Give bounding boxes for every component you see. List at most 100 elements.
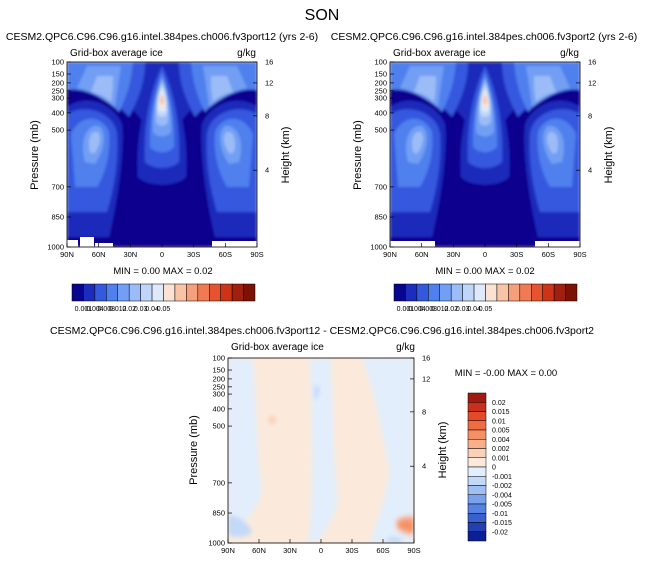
colorbar-swatch bbox=[467, 522, 487, 532]
colorbar-label: 0.05 bbox=[157, 306, 171, 313]
panel-subtitle: CESM2.QPC6.C96.C96.g16.intel.384pes.ch00… bbox=[50, 325, 594, 337]
y-tick-label: 100 bbox=[51, 58, 64, 67]
colorbar-swatch bbox=[462, 283, 475, 302]
colorbar-label: -0.02 bbox=[492, 529, 508, 536]
colorbar-label: 0.04 bbox=[467, 306, 481, 313]
colorbar-swatch bbox=[467, 402, 487, 412]
x-tick-label: 30N bbox=[446, 250, 460, 259]
y-tick-label: 250 bbox=[51, 86, 64, 95]
y-tick-label: 500 bbox=[212, 422, 225, 431]
colorbar-swatch bbox=[467, 429, 487, 440]
colorbar-swatch bbox=[231, 283, 244, 302]
colorbar-label: 0.02 bbox=[444, 306, 458, 313]
colorbar-label: 0.03 bbox=[456, 306, 470, 313]
colorbar-swatch bbox=[519, 283, 532, 302]
variable-label: Grid-box average ice bbox=[70, 48, 163, 59]
colorbar-label: -0.001 bbox=[492, 474, 512, 481]
y2-axis-label: Height (km) bbox=[603, 127, 615, 184]
colorbar-label: -0.015 bbox=[492, 520, 512, 527]
y-tick-label: 150 bbox=[212, 366, 225, 375]
x-tick-label: 0 bbox=[483, 250, 487, 259]
colorbar-label: 0.05 bbox=[479, 306, 493, 313]
y2-tick-label: 8 bbox=[422, 407, 426, 416]
y-tick-label: 300 bbox=[51, 94, 64, 103]
colorbar-swatch bbox=[467, 411, 487, 421]
colorbar-swatch bbox=[508, 283, 521, 302]
y-tick-label: 700 bbox=[51, 182, 64, 191]
colorbar-swatch bbox=[94, 283, 107, 302]
white-gap bbox=[80, 237, 94, 247]
variable-label: Grid-box average ice bbox=[393, 48, 486, 59]
colorbar-swatch bbox=[428, 283, 440, 302]
y-tick-label: 200 bbox=[51, 78, 64, 87]
colorbar-label: 0.005 bbox=[492, 428, 510, 435]
colorbar-swatch bbox=[128, 283, 141, 302]
colorbar-swatch bbox=[467, 513, 487, 523]
x-tick-label: 30S bbox=[345, 546, 358, 555]
colorbar-label: 0.001 bbox=[75, 306, 93, 313]
colorbar-swatch bbox=[450, 283, 463, 302]
stats-text: MIN = 0.00 MAX = 0.02 bbox=[113, 266, 212, 277]
y-tick-label: 250 bbox=[212, 382, 225, 391]
colorbar-label: 0.001 bbox=[492, 455, 510, 462]
colorbar-swatch bbox=[186, 283, 199, 302]
y-tick-label: 100 bbox=[212, 354, 225, 363]
colorbar-swatch bbox=[151, 283, 164, 302]
y-tick-label: 100 bbox=[374, 58, 387, 67]
y-tick-label: 850 bbox=[374, 213, 387, 222]
colorbar-label: 0.001 bbox=[397, 306, 415, 313]
colorbar-swatch bbox=[163, 283, 176, 302]
y-tick-label: 200 bbox=[212, 374, 225, 383]
x-tick-label: 60N bbox=[252, 546, 266, 555]
colorbar-swatch bbox=[405, 283, 418, 302]
colorbar-swatch bbox=[467, 392, 487, 403]
y-tick-label: 700 bbox=[212, 478, 225, 487]
y-tick-label: 850 bbox=[51, 213, 64, 222]
y2-tick-label: 8 bbox=[588, 111, 592, 120]
y2-tick-label: 16 bbox=[588, 58, 596, 67]
colorbar-swatch bbox=[243, 283, 256, 302]
colorbar-swatch bbox=[467, 494, 487, 505]
colorbar-swatch bbox=[553, 283, 566, 302]
colorbar-swatch bbox=[467, 485, 487, 495]
colorbar-label: 0.02 bbox=[492, 400, 506, 407]
colorbar-label: -0.002 bbox=[492, 483, 512, 490]
panel-case2: CESM2.QPC6.C96.C96.g16.intel.384pes.ch00… bbox=[331, 31, 637, 313]
colorbar-swatch bbox=[531, 283, 543, 302]
colorbar-swatch bbox=[174, 283, 187, 302]
y-tick-label: 1000 bbox=[208, 539, 225, 548]
y2-axis-label: Height (km) bbox=[280, 127, 292, 184]
contour-field bbox=[390, 62, 580, 247]
y-tick-label: 150 bbox=[51, 70, 64, 79]
x-tick-label: 30N bbox=[283, 546, 297, 555]
y-tick-label: 500 bbox=[374, 126, 387, 135]
y2-tick-label: 8 bbox=[265, 111, 269, 120]
y-tick-label: 1000 bbox=[47, 243, 64, 252]
y2-tick-label: 12 bbox=[422, 374, 430, 383]
panel-case1: CESM2.QPC6.C96.C96.g16.intel.384pes.ch00… bbox=[6, 31, 318, 313]
colorbar-label: 0.004 bbox=[86, 306, 104, 313]
colorbar-label: 0.02 bbox=[122, 306, 136, 313]
panel-subtitle: CESM2.QPC6.C96.C96.g16.intel.384pes.ch00… bbox=[331, 31, 637, 43]
colorbar-label: 0.01 bbox=[492, 418, 506, 425]
x-tick-label: 60S bbox=[376, 546, 389, 555]
y2-tick-label: 4 bbox=[422, 462, 426, 471]
y-axis-label: Pressure (mb) bbox=[352, 120, 364, 190]
x-tick-label: 60N bbox=[415, 250, 429, 259]
colorbar-label: -0.01 bbox=[492, 511, 508, 518]
figure-title: SON bbox=[305, 7, 340, 24]
colorbar-swatch bbox=[467, 503, 487, 514]
y2-tick-label: 12 bbox=[265, 78, 273, 87]
colorbar-swatch bbox=[416, 283, 429, 302]
y-tick-label: 400 bbox=[374, 108, 387, 117]
x-tick-label: 90N bbox=[221, 546, 235, 555]
x-tick-label: 0 bbox=[160, 250, 164, 259]
x-tick-label: 90S bbox=[573, 250, 586, 259]
x-tick-label: 60N bbox=[92, 250, 106, 259]
colorbar-label: 0.03 bbox=[134, 306, 148, 313]
y-tick-label: 300 bbox=[374, 94, 387, 103]
units-label: g/kg bbox=[237, 48, 256, 59]
colorbar-label: 0.004 bbox=[408, 306, 426, 313]
y2-tick-label: 12 bbox=[588, 78, 596, 87]
